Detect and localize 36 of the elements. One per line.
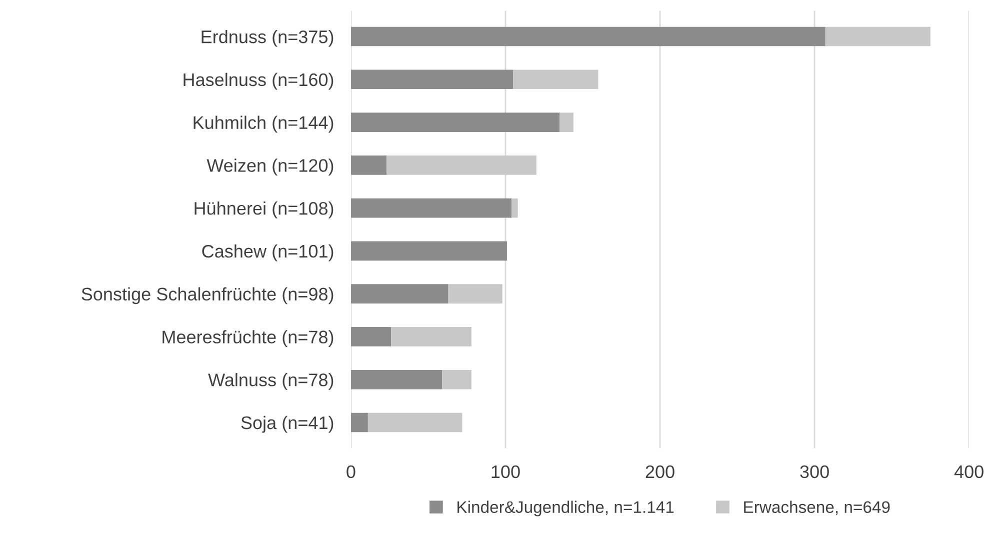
y-tick-label: Erdnuss (n=375) [202,30,334,47]
bar [825,26,930,46]
legend-label: Erwachsene, n=649 [744,500,890,515]
bar [350,26,826,46]
bar [350,156,386,175]
y-tick-label: Sonstige Schalenfrüchte (n=98) [82,287,334,304]
y-tick-label: Meeresfrüchte (n=78) [162,330,334,347]
y-tick-label: Weizen (n=120) [206,158,334,176]
x-tick-label: 300 [800,465,829,478]
legend-label: Kinder&Jugendliche, n=1.141 [458,500,674,516]
y-tick-label: Kuhmilch (n=144) [194,116,334,133]
bar [350,70,514,90]
bar [368,412,462,432]
bar [513,70,598,90]
x-tick-label: 0 [346,465,356,478]
bar [350,198,512,218]
y-tick-label: Cashew (n=101) [202,244,334,262]
y-tick-label: Soja (n=41) [241,416,334,433]
bar [391,327,472,346]
y-tick-label: Hühnerei (n=108) [194,202,334,218]
y-tick-label: Walnuss (n=78) [208,373,334,390]
y-tick-label: Haselnuss (n=160) [184,72,334,90]
bar [350,412,368,432]
bar [448,284,502,304]
bar [386,156,536,175]
bar [350,284,448,304]
bar [512,198,518,218]
x-tick-label: 200 [646,465,674,478]
bar [350,241,508,261]
bar [350,327,392,346]
bar [350,112,560,132]
bar [350,370,442,390]
x-tick-label: 100 [492,465,520,478]
bar [442,370,472,390]
x-tick-label: 400 [954,465,984,478]
bar [560,112,574,132]
